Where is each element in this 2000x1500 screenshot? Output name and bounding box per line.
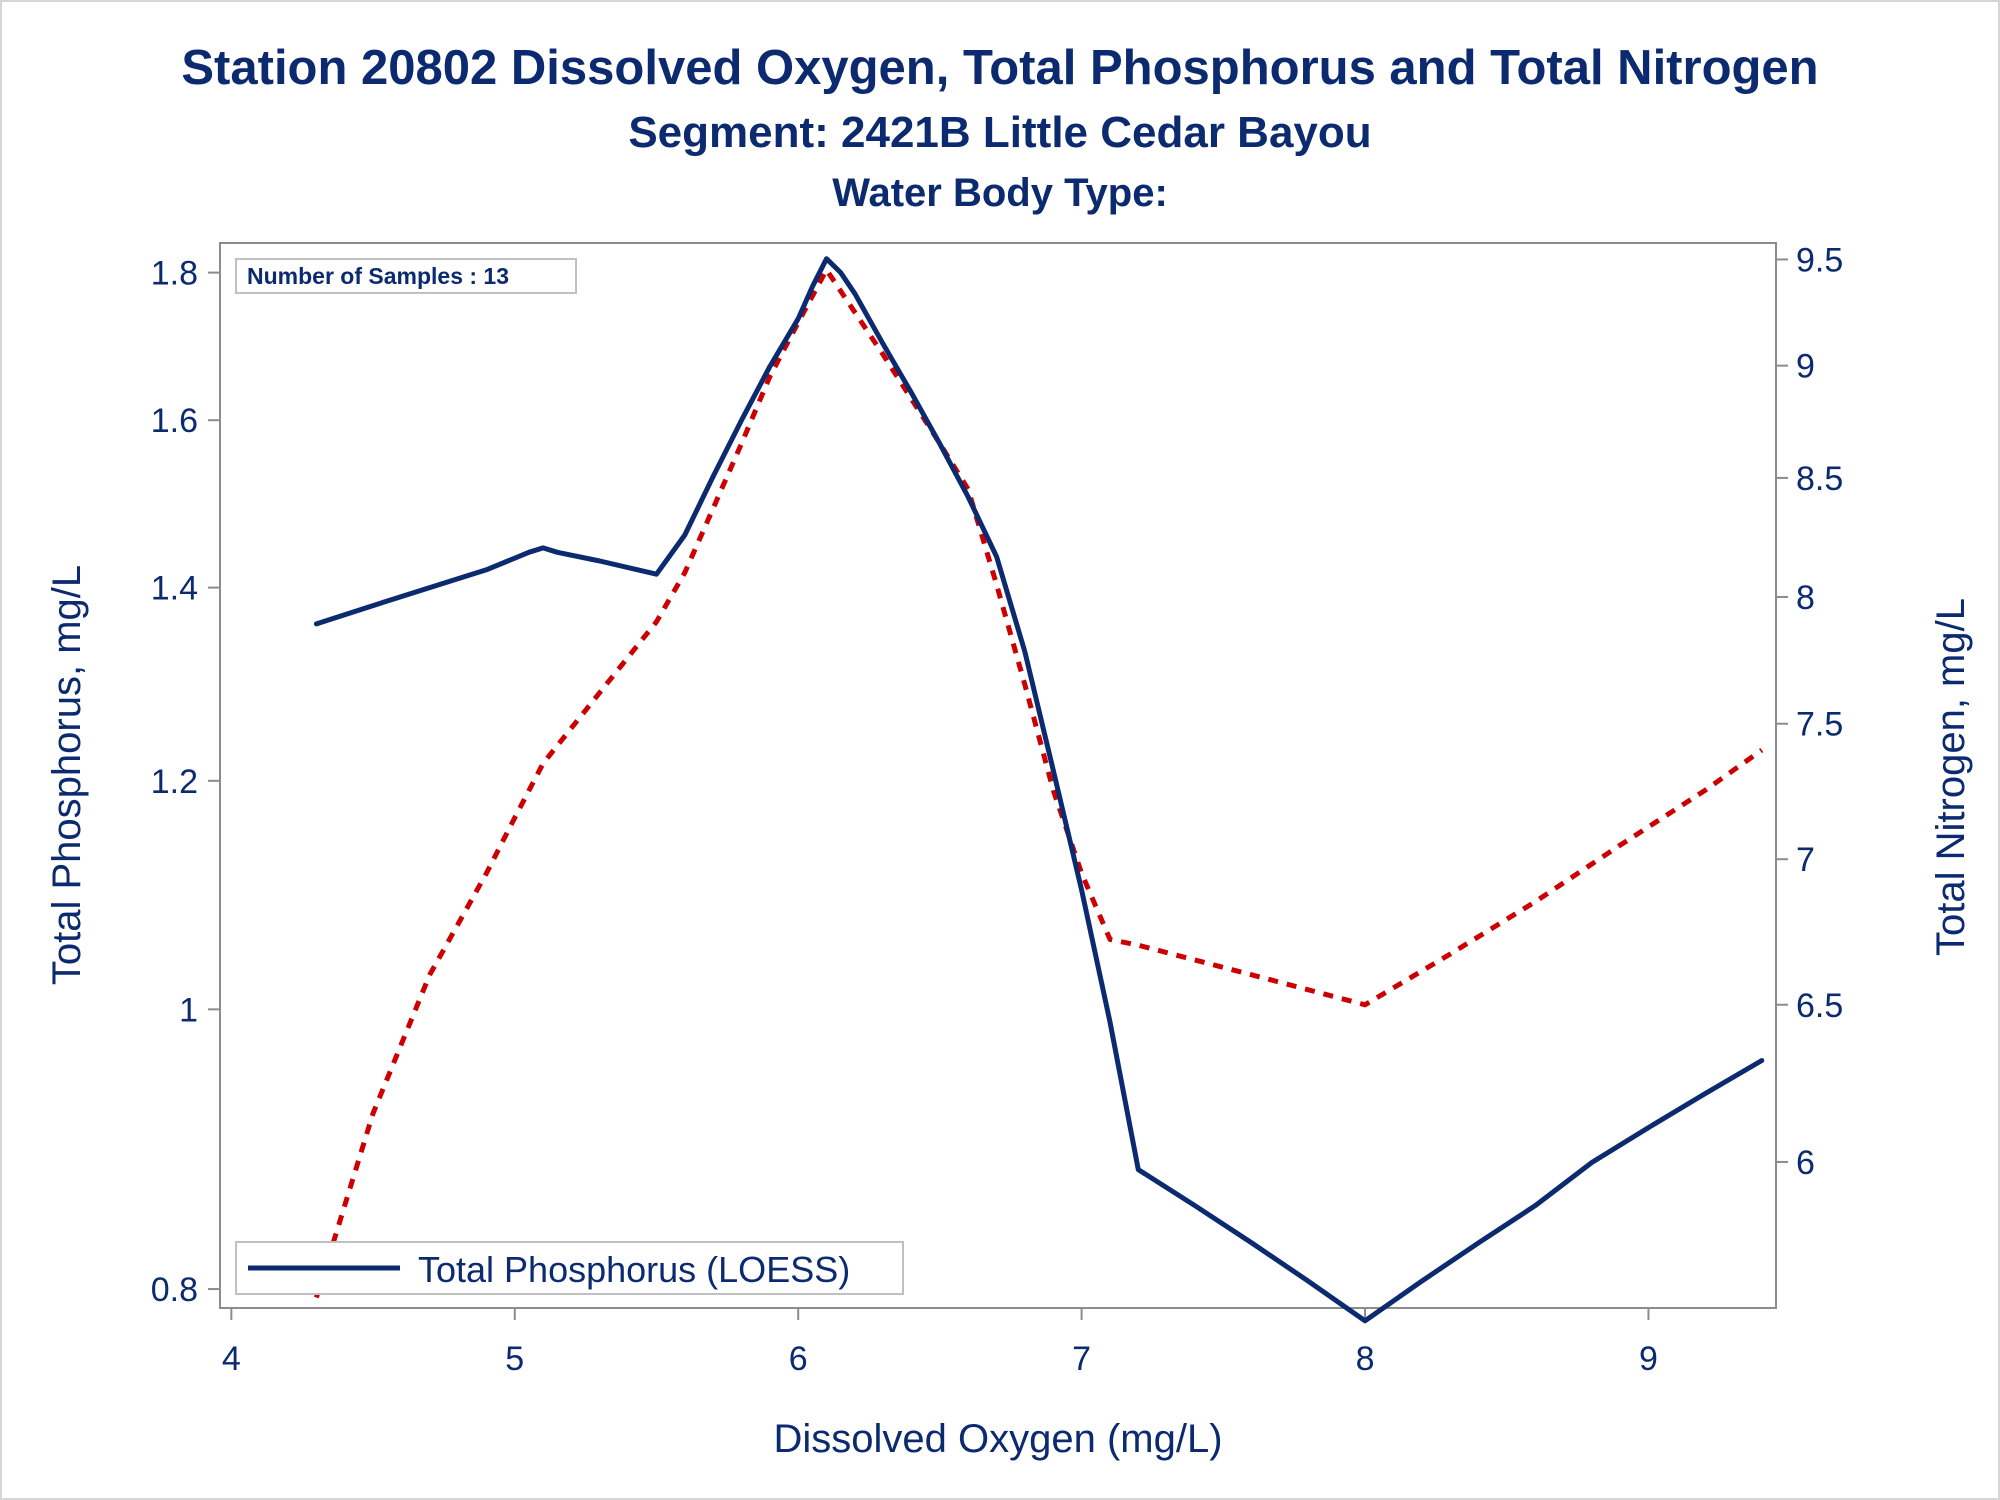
axes: 4 5 6 7 8 9 0.8 1 1.2 1.4 1.6 1.8 6 6.5 7 7.5 8 8.5 9 9.5	[151, 241, 1844, 1378]
y-tick-label-right: 7.5	[1796, 706, 1843, 744]
y-tick-label-right: 9.5	[1796, 241, 1843, 279]
series-layer	[313, 256, 1765, 1324]
chart-title: Station 20802 Dissolved Oxygen, Total Ph…	[181, 41, 1819, 95]
chart-subtitle-water-body: Water Body Type:	[832, 171, 1168, 215]
y-tick-label-right: 8	[1796, 579, 1815, 617]
y-tick-label-left: 1.6	[151, 402, 198, 440]
y-tick-label-right: 9	[1796, 348, 1815, 386]
y-tick-label-left: 1.4	[151, 570, 198, 608]
x-tick-label: 6	[789, 1340, 808, 1378]
y-axis-title-right: Total Nitrogen, mg/L	[1929, 598, 1973, 956]
x-tick-label: 4	[222, 1340, 241, 1378]
x-tick-label: 5	[505, 1340, 524, 1378]
y-tick-label-left: 1.2	[151, 763, 198, 801]
y-tick-label-left: 0.8	[151, 1271, 198, 1309]
series-line-total-phosphorus	[313, 256, 1765, 1324]
legend: Total Phosphorus (LOESS)	[235, 1241, 904, 1295]
x-tick-label: 9	[1639, 1340, 1658, 1378]
series-line-total-nitrogen	[314, 267, 1764, 1299]
x-tick-label: 7	[1072, 1340, 1091, 1378]
y-tick-label-right: 8.5	[1796, 460, 1843, 498]
y-tick-label-right: 6.5	[1796, 987, 1843, 1025]
y-axis-title-left: Total Phosphorus, mg/L	[45, 565, 89, 985]
y-tick-label-left: 1	[179, 991, 198, 1029]
legend-label-phosphorus: Total Phosphorus (LOESS)	[418, 1249, 850, 1290]
y-tick-label-left: 1.8	[151, 255, 198, 293]
y-tick-label-right: 7	[1796, 841, 1815, 879]
chart-subtitle-segment: Segment: 2421B Little Cedar Bayou	[628, 108, 1372, 157]
sample-count-box: Number of Samples : 13	[235, 258, 577, 294]
sample-count-label: Number of Samples : 13	[247, 263, 509, 289]
x-tick-label: 8	[1356, 1340, 1375, 1378]
x-axis-title: Dissolved Oxygen (mg/L)	[773, 1417, 1222, 1461]
y-tick-label-right: 6	[1796, 1144, 1815, 1182]
sample-count-frame	[235, 258, 577, 294]
plot-area	[219, 242, 1777, 1309]
